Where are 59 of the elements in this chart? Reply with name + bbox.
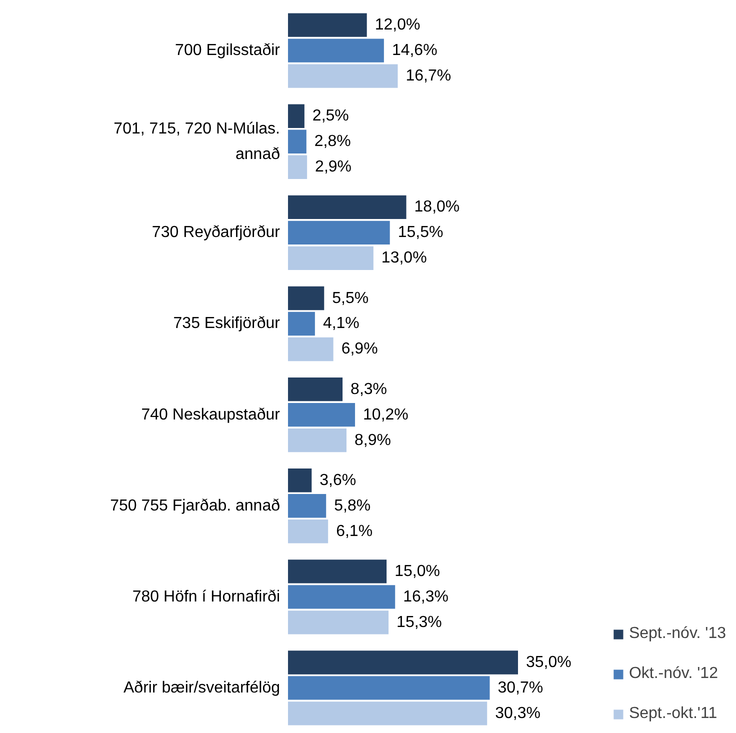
data-label: 8,9% xyxy=(354,432,391,449)
data-label: 5,8% xyxy=(334,497,371,514)
bar xyxy=(288,64,398,88)
data-label: 2,9% xyxy=(315,158,352,176)
bar xyxy=(288,560,387,584)
bar xyxy=(288,104,304,128)
data-label: 16,3% xyxy=(403,588,448,606)
bar xyxy=(288,650,518,674)
data-label: 15,0% xyxy=(394,562,440,580)
y-tick-label: 701, 715, 720 N-Múlas. annað xyxy=(114,120,280,163)
y-tick-label: 730 Reyðarfjörður xyxy=(152,224,281,242)
bar xyxy=(288,155,308,179)
y-tick-label: 740 Neskaupstaður xyxy=(141,406,281,424)
bar xyxy=(288,468,312,492)
y-tick-label: 735 Eskifjörður xyxy=(173,315,281,332)
bar xyxy=(288,610,389,634)
data-label: 2,5% xyxy=(312,108,349,125)
data-label: 15,5% xyxy=(398,224,444,242)
bar xyxy=(288,246,374,270)
y-tick-label: Aðrir bæir/sveitarfélög xyxy=(124,679,280,696)
bar xyxy=(288,676,490,700)
data-label: 15,3% xyxy=(396,614,442,631)
bar xyxy=(288,377,343,402)
data-label: 4,1% xyxy=(322,315,360,332)
bar xyxy=(288,220,390,245)
data-label: 13,0% xyxy=(381,250,427,267)
bar xyxy=(288,38,384,62)
bar xyxy=(288,402,356,427)
bar xyxy=(288,428,346,452)
bar xyxy=(288,130,306,154)
y-tick-label: 700 Egilsstaðir xyxy=(175,42,281,60)
data-label: 16,7% xyxy=(406,68,452,85)
legend-label: Sept.-okt.'11 xyxy=(628,705,718,723)
bar xyxy=(288,585,396,609)
legend-label: Sept.-nóv. '13 xyxy=(628,625,726,643)
data-label: 12,0% xyxy=(374,16,420,34)
data-label: 6,9% xyxy=(341,340,378,358)
y-tick-label: 750 755 Fjarðab. annað xyxy=(110,497,280,514)
data-label: 10,2% xyxy=(363,406,408,424)
data-label: 35,0% xyxy=(526,654,572,671)
bar xyxy=(288,13,367,37)
bar xyxy=(288,494,326,518)
bar xyxy=(288,337,334,362)
data-label: 14,6% xyxy=(392,42,438,60)
data-label: 2,8% xyxy=(314,133,351,150)
legend-label: Okt.-nóv. '12 xyxy=(628,665,718,683)
data-label: 30,3% xyxy=(495,704,540,722)
data-label: 5,5% xyxy=(332,290,369,307)
bar xyxy=(288,195,406,220)
data-label: 3,6% xyxy=(320,472,356,489)
data-label: 18,0% xyxy=(414,198,460,216)
bar xyxy=(288,520,328,544)
bar xyxy=(288,286,324,310)
data-label: 8,3% xyxy=(350,380,388,398)
data-label: 30,7% xyxy=(498,679,544,696)
bar xyxy=(288,702,488,726)
bar xyxy=(288,312,315,336)
data-label: 6,1% xyxy=(336,522,373,540)
y-tick-label: 780 Höfn í Hornafirði xyxy=(132,588,280,606)
